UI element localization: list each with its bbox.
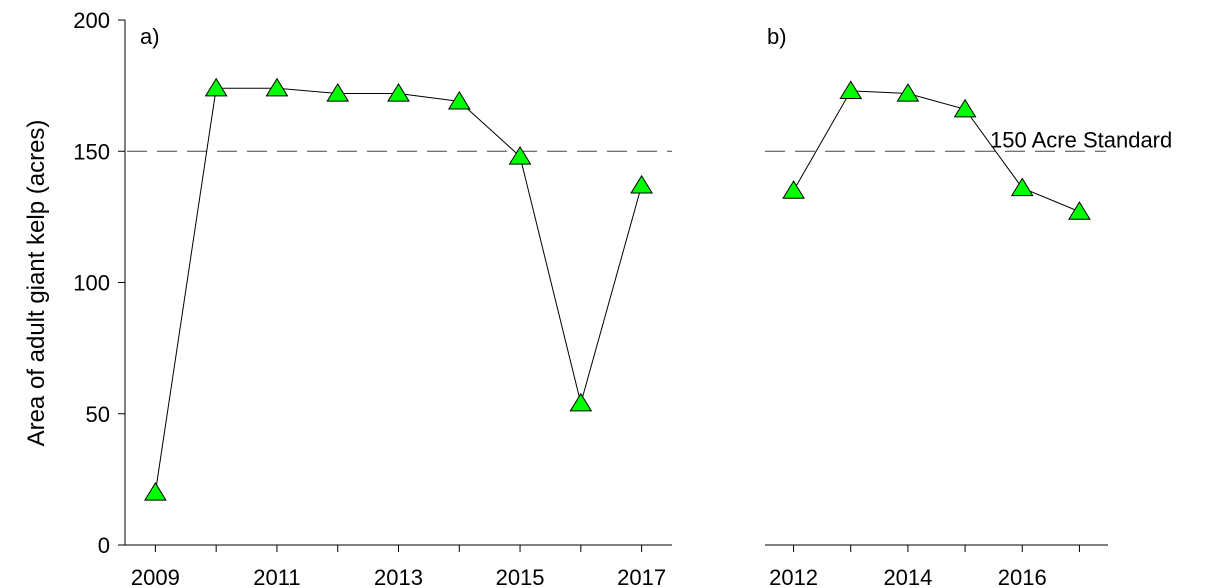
y-tick-label: 0 <box>98 533 110 558</box>
x-tick-label-b: 2012 <box>769 565 818 588</box>
x-tick-label-b: 2016 <box>998 565 1047 588</box>
data-point-a-2011 <box>265 77 289 97</box>
series-line-a <box>154 87 643 493</box>
x-tick-label-a: 2013 <box>374 565 423 588</box>
data-point-a-2012 <box>326 83 350 102</box>
panel-b-label: b) <box>767 24 787 49</box>
y-tick-label: 200 <box>73 8 110 33</box>
data-point-a-2009 <box>143 482 167 501</box>
data-point-a-2014 <box>447 90 471 110</box>
data-point-a-2017 <box>630 174 654 194</box>
data-point-b-2015 <box>953 98 977 118</box>
y-tick-label: 50 <box>86 402 110 427</box>
data-point-a-2010 <box>204 77 228 97</box>
data-point-b-2012 <box>782 180 805 199</box>
data-point-b-2016 <box>1010 177 1034 197</box>
data-point-a-2015 <box>508 146 532 165</box>
panel-a-label: a) <box>140 24 160 49</box>
x-tick-label-a: 2011 <box>253 565 300 588</box>
y-axis-title: Area of adult giant kelp (acres) <box>23 120 50 447</box>
y-tick-label: 100 <box>73 271 110 296</box>
y-tick-label: 150 <box>73 139 110 164</box>
data-point-b-2014 <box>896 83 920 102</box>
x-tick-label-a: 2017 <box>617 565 666 588</box>
data-point-a-2013 <box>387 83 410 102</box>
panel-a-plot: 2009 2011 2013 2015 2017 0 50 100 150 200 <box>73 8 672 588</box>
x-tick-label-b: 2014 <box>883 565 932 588</box>
data-point-a-2016 <box>569 392 593 412</box>
data-point-b-2013 <box>839 80 863 99</box>
x-tick-label-a: 2009 <box>131 565 180 588</box>
x-tick-label-a: 2015 <box>496 565 545 588</box>
series-line-b <box>793 90 1080 213</box>
reference-line-label: 150 Acre Standard <box>990 127 1172 152</box>
data-point-b-2017 <box>1068 201 1091 220</box>
panel-b-plot: 2012 2014 2016 150 Acre Standard <box>765 80 1172 588</box>
